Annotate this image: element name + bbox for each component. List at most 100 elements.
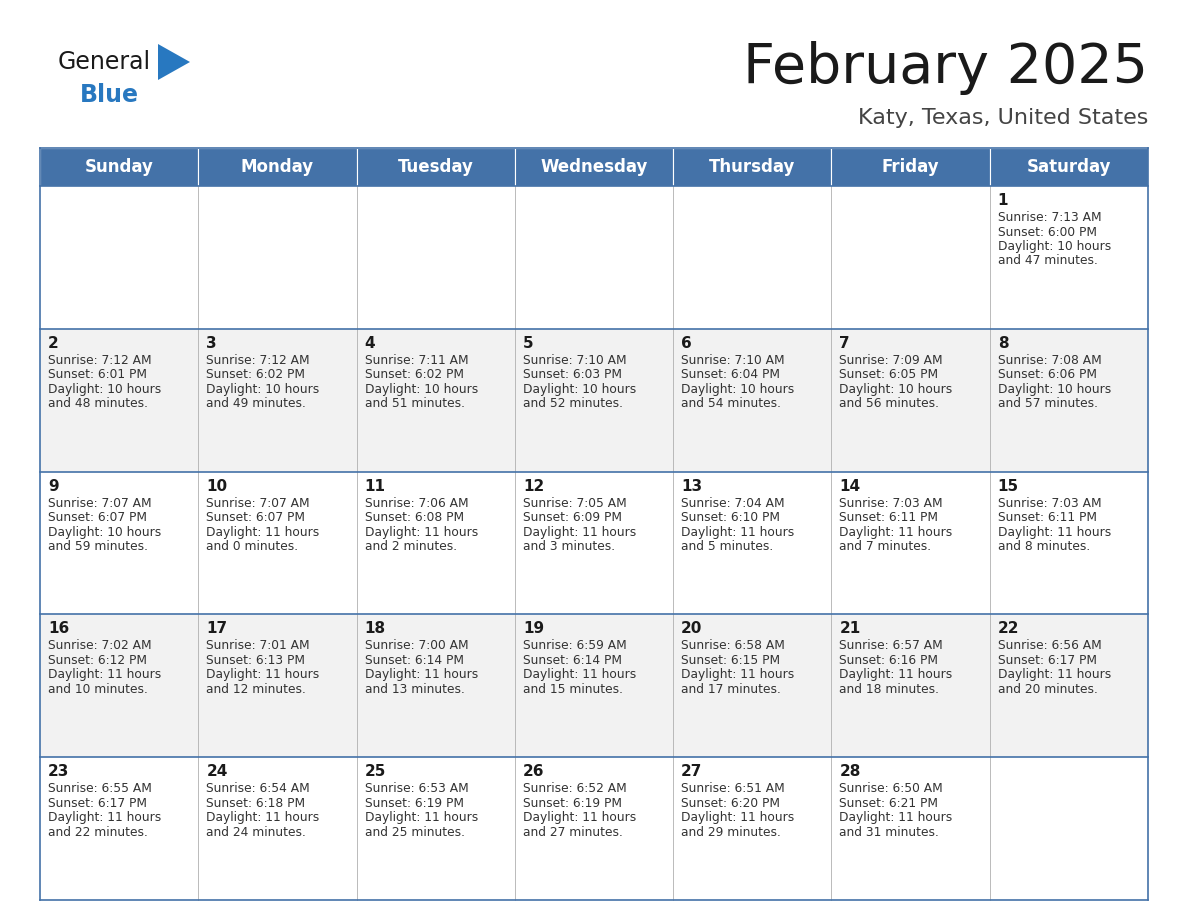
Text: Sunrise: 7:08 AM: Sunrise: 7:08 AM: [998, 353, 1101, 367]
Text: Daylight: 11 hours: Daylight: 11 hours: [48, 668, 162, 681]
Text: Sunrise: 7:05 AM: Sunrise: 7:05 AM: [523, 497, 626, 509]
Text: Sunset: 6:14 PM: Sunset: 6:14 PM: [365, 654, 463, 666]
Text: Sunset: 6:15 PM: Sunset: 6:15 PM: [681, 654, 781, 666]
Bar: [514, 472, 674, 614]
Text: and 5 minutes.: and 5 minutes.: [681, 540, 773, 554]
Text: Daylight: 11 hours: Daylight: 11 hours: [365, 812, 478, 824]
Text: Daylight: 10 hours: Daylight: 10 hours: [840, 383, 953, 396]
Text: Sunrise: 6:57 AM: Sunrise: 6:57 AM: [840, 640, 943, 653]
Text: and 47 minutes.: and 47 minutes.: [998, 254, 1098, 267]
Text: 24: 24: [207, 764, 228, 779]
Bar: [514, 757, 674, 900]
Bar: [198, 186, 356, 329]
Text: and 20 minutes.: and 20 minutes.: [998, 683, 1098, 696]
Polygon shape: [158, 44, 190, 80]
Text: 25: 25: [365, 764, 386, 779]
Text: Daylight: 11 hours: Daylight: 11 hours: [681, 526, 795, 539]
Text: Monday: Monday: [241, 158, 314, 176]
Text: 28: 28: [840, 764, 861, 779]
Text: Sunset: 6:19 PM: Sunset: 6:19 PM: [523, 797, 621, 810]
Text: and 12 minutes.: and 12 minutes.: [207, 683, 307, 696]
Bar: [198, 472, 356, 614]
Text: and 10 minutes.: and 10 minutes.: [48, 683, 147, 696]
Text: and 18 minutes.: and 18 minutes.: [840, 683, 940, 696]
Text: 10: 10: [207, 478, 227, 494]
Bar: [832, 614, 990, 757]
Text: Sunset: 6:01 PM: Sunset: 6:01 PM: [48, 368, 147, 381]
Text: 9: 9: [48, 478, 58, 494]
Text: Daylight: 11 hours: Daylight: 11 hours: [840, 668, 953, 681]
Text: Sunset: 6:03 PM: Sunset: 6:03 PM: [523, 368, 621, 381]
Text: Sunset: 6:21 PM: Sunset: 6:21 PM: [840, 797, 939, 810]
Text: 8: 8: [998, 336, 1009, 351]
Text: and 24 minutes.: and 24 minutes.: [207, 825, 307, 839]
Text: Daylight: 11 hours: Daylight: 11 hours: [523, 668, 636, 681]
Text: Daylight: 10 hours: Daylight: 10 hours: [681, 383, 795, 396]
Text: and 49 minutes.: and 49 minutes.: [207, 397, 307, 410]
Text: Daylight: 10 hours: Daylight: 10 hours: [998, 383, 1111, 396]
Text: Wednesday: Wednesday: [541, 158, 647, 176]
Text: Sunset: 6:18 PM: Sunset: 6:18 PM: [207, 797, 305, 810]
Text: Sunset: 6:02 PM: Sunset: 6:02 PM: [207, 368, 305, 381]
Text: Sunset: 6:09 PM: Sunset: 6:09 PM: [523, 511, 621, 524]
Text: Sunset: 6:13 PM: Sunset: 6:13 PM: [207, 654, 305, 666]
Text: Sunrise: 7:07 AM: Sunrise: 7:07 AM: [207, 497, 310, 509]
Text: Daylight: 10 hours: Daylight: 10 hours: [365, 383, 478, 396]
Text: Sunrise: 6:55 AM: Sunrise: 6:55 AM: [48, 782, 152, 795]
Text: Thursday: Thursday: [709, 158, 796, 176]
Text: Sunset: 6:06 PM: Sunset: 6:06 PM: [998, 368, 1097, 381]
Bar: [990, 329, 1148, 472]
Text: and 7 minutes.: and 7 minutes.: [840, 540, 931, 554]
Bar: [514, 186, 674, 329]
Bar: [832, 186, 990, 329]
Text: Sunset: 6:02 PM: Sunset: 6:02 PM: [365, 368, 463, 381]
Text: Sunset: 6:11 PM: Sunset: 6:11 PM: [998, 511, 1097, 524]
Bar: [990, 757, 1148, 900]
Bar: [356, 472, 514, 614]
Text: Sunset: 6:07 PM: Sunset: 6:07 PM: [48, 511, 147, 524]
Bar: [198, 148, 356, 186]
Text: Daylight: 10 hours: Daylight: 10 hours: [48, 383, 162, 396]
Text: and 27 minutes.: and 27 minutes.: [523, 825, 623, 839]
Text: Sunset: 6:19 PM: Sunset: 6:19 PM: [365, 797, 463, 810]
Text: Daylight: 11 hours: Daylight: 11 hours: [365, 668, 478, 681]
Text: Sunrise: 7:00 AM: Sunrise: 7:00 AM: [365, 640, 468, 653]
Text: and 15 minutes.: and 15 minutes.: [523, 683, 623, 696]
Text: and 59 minutes.: and 59 minutes.: [48, 540, 148, 554]
Text: 3: 3: [207, 336, 217, 351]
Bar: [356, 614, 514, 757]
Bar: [514, 329, 674, 472]
Text: Sunrise: 7:03 AM: Sunrise: 7:03 AM: [840, 497, 943, 509]
Text: 26: 26: [523, 764, 544, 779]
Text: Sunset: 6:05 PM: Sunset: 6:05 PM: [840, 368, 939, 381]
Text: and 25 minutes.: and 25 minutes.: [365, 825, 465, 839]
Text: 4: 4: [365, 336, 375, 351]
Text: 7: 7: [840, 336, 851, 351]
Text: Sunrise: 6:56 AM: Sunrise: 6:56 AM: [998, 640, 1101, 653]
Text: Sunset: 6:17 PM: Sunset: 6:17 PM: [48, 797, 147, 810]
Bar: [514, 614, 674, 757]
Text: Daylight: 11 hours: Daylight: 11 hours: [681, 812, 795, 824]
Text: Daylight: 11 hours: Daylight: 11 hours: [207, 526, 320, 539]
Bar: [832, 329, 990, 472]
Text: Sunrise: 7:02 AM: Sunrise: 7:02 AM: [48, 640, 152, 653]
Bar: [356, 757, 514, 900]
Text: Daylight: 11 hours: Daylight: 11 hours: [523, 812, 636, 824]
Text: 11: 11: [365, 478, 386, 494]
Bar: [40, 614, 198, 757]
Bar: [832, 148, 990, 186]
Text: Sunset: 6:04 PM: Sunset: 6:04 PM: [681, 368, 781, 381]
Text: 6: 6: [681, 336, 691, 351]
Bar: [674, 186, 832, 329]
Text: Sunrise: 7:03 AM: Sunrise: 7:03 AM: [998, 497, 1101, 509]
Bar: [356, 329, 514, 472]
Text: Sunrise: 7:11 AM: Sunrise: 7:11 AM: [365, 353, 468, 367]
Text: Sunrise: 6:54 AM: Sunrise: 6:54 AM: [207, 782, 310, 795]
Text: 12: 12: [523, 478, 544, 494]
Text: Sunrise: 7:12 AM: Sunrise: 7:12 AM: [48, 353, 152, 367]
Text: Daylight: 10 hours: Daylight: 10 hours: [998, 240, 1111, 253]
Text: and 56 minutes.: and 56 minutes.: [840, 397, 940, 410]
Text: 5: 5: [523, 336, 533, 351]
Text: 27: 27: [681, 764, 702, 779]
Text: Sunset: 6:00 PM: Sunset: 6:00 PM: [998, 226, 1097, 239]
